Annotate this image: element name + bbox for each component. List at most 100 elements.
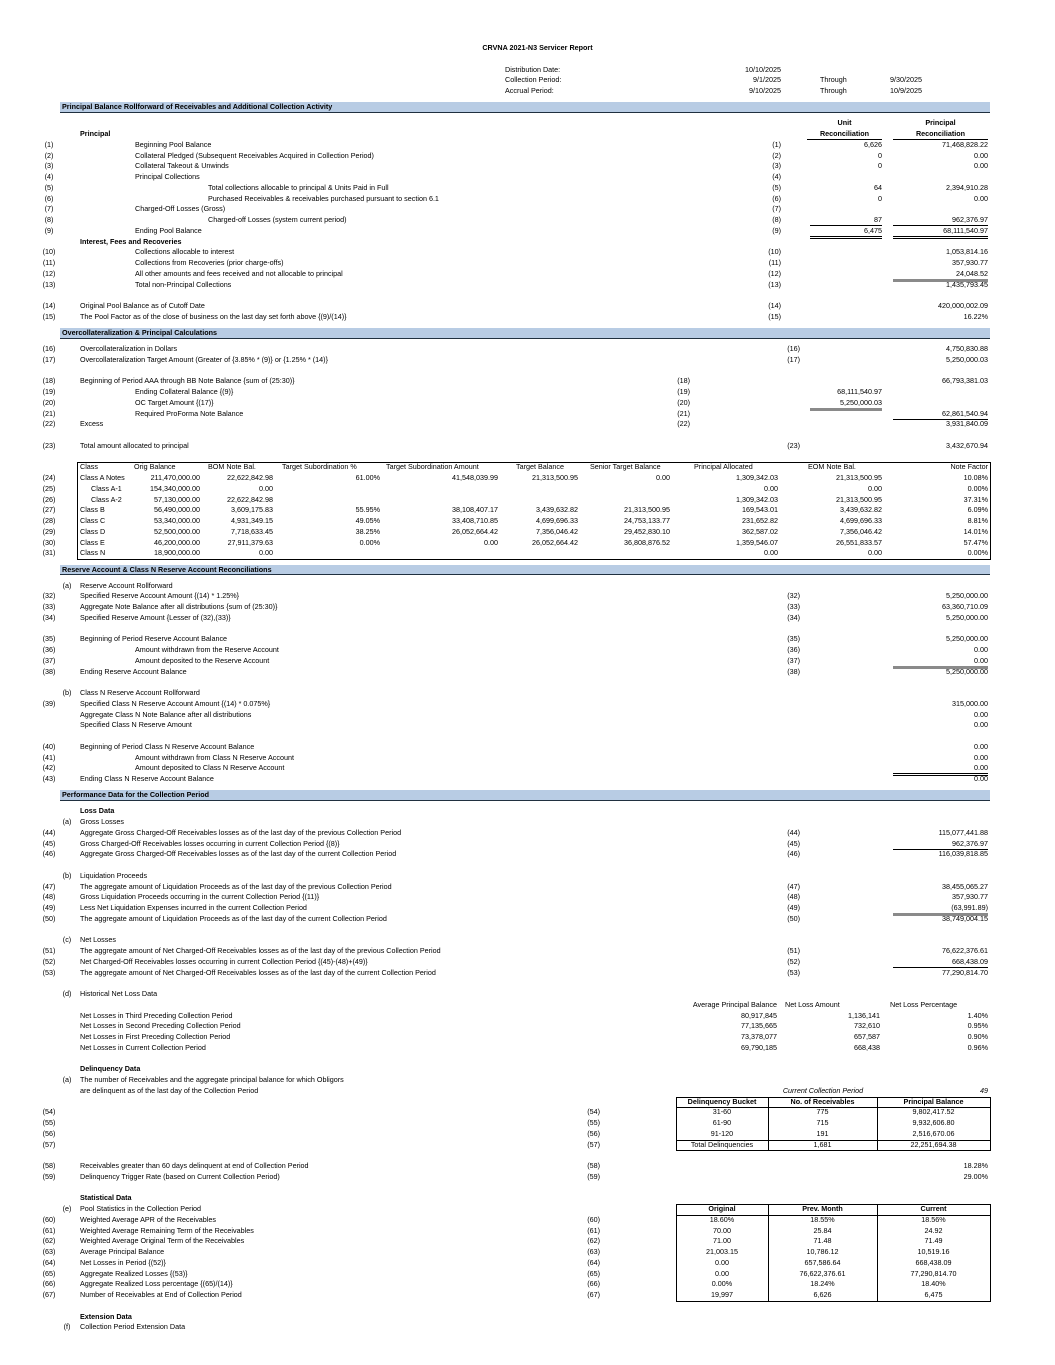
line-number: (15)	[42, 311, 56, 321]
subsection-title: Pool Statistics in the Collection Period	[80, 1204, 202, 1213]
column-divider	[877, 1096, 878, 1151]
previous-month-value: 18.24%	[810, 1279, 835, 1289]
class-cell: 41,548,039.99	[452, 473, 498, 482]
line-number: (54)	[42, 1107, 56, 1117]
line-label: Ending Collateral Balance {(9)}	[135, 387, 234, 396]
section-header-bar: Reserve Account & Class N Reserve Accoun…	[60, 564, 990, 575]
reference-number: (56)	[587, 1128, 600, 1138]
line-number: (24)	[42, 473, 56, 482]
class-cell: 362,587.02	[742, 526, 778, 536]
net-loss-amount: 1,136,141	[848, 1010, 880, 1020]
class-cell: 36,808,876.52	[624, 537, 670, 547]
subsection-heading: (b) Class N Reserve Account Rollforward	[0, 688, 1055, 699]
reference-number: (10)	[768, 247, 781, 257]
line-item: (10) Collections allocable to interest (10…	[0, 247, 1055, 258]
period-line: Collection Period: 9/1/2025 Through 9/30/20…	[0, 75, 1055, 86]
line-number: (28)	[42, 516, 56, 525]
reference-number: (52)	[787, 956, 800, 966]
reference-number: (53)	[787, 967, 800, 977]
line-label: Charged-Off Losses (Gross)	[135, 204, 226, 214]
line-number: (65)	[42, 1268, 56, 1278]
current-value: 18.56%	[921, 1214, 946, 1224]
reference-number: (13)	[768, 279, 781, 289]
class-name: Class N	[80, 548, 106, 558]
amount-value: 77,290,814.70	[942, 967, 988, 977]
group-heading: Delinquency Data	[0, 1064, 1055, 1075]
amount-value: 1,435,793.45	[946, 279, 988, 289]
line-item: (5) Total collections allocable to princi…	[0, 183, 1055, 194]
statistics-row: (67) Number of Receivables at End of Coll…	[0, 1290, 1055, 1301]
line-item: (20) OC Target Amount {(17)} (20) 5,250,000…	[0, 398, 1055, 411]
principal-label: Principal	[80, 129, 111, 138]
statistics-row: (63) Average Principal Balance (63) 21,003.…	[0, 1247, 1055, 1258]
group-heading-label: Delinquency Data	[80, 1064, 141, 1074]
reference-number: (62)	[587, 1236, 600, 1246]
statistics-table-border	[676, 1204, 991, 1302]
class-cell: 4,699,696.33	[536, 516, 578, 525]
subsection-title: Gross Losses	[80, 817, 124, 826]
line-label: Aggregate Class N Note Balance after all…	[80, 709, 252, 719]
line-item: (14) Original Pool Balance as of Cutoff D…	[0, 301, 1055, 312]
statistic-label: Average Principal Balance	[80, 1247, 165, 1256]
reference-number: (16)	[787, 344, 800, 353]
period-label: Net Losses in Second Preceding Collectio…	[80, 1021, 241, 1031]
statistics-row: (65) Aggregate Realized Losses {(53)} (65)…	[0, 1269, 1055, 1280]
class-name: Class B	[80, 505, 105, 515]
description-text: are delinquent as of the last day of the…	[80, 1085, 259, 1095]
historical-row: Net Losses in Current Collection Period 6…	[0, 1043, 1055, 1054]
line-number: (36)	[42, 645, 56, 654]
net-loss-percentage: 0.95%	[967, 1021, 988, 1031]
statistics-header: (e) Pool Statistics in the Collection Per…	[0, 1204, 1055, 1215]
line-number: (45)	[42, 838, 56, 848]
class-cell: 49.05%	[355, 516, 380, 525]
reference-number: (4)	[772, 172, 781, 181]
subsection-letter: (b)	[62, 688, 72, 697]
class-cell: 7,718,633.45	[231, 526, 273, 536]
subsection-title: Liquidation Proceeds	[80, 870, 148, 880]
amount-value: 4,750,830.88	[946, 344, 988, 353]
amount-value: 16.22%	[963, 311, 988, 321]
amount-value: 5,250,000.00	[946, 591, 988, 601]
class-cell: 7,356,046.42	[536, 526, 578, 536]
line-number: (14)	[42, 301, 56, 310]
column-header: Principal Allocated	[694, 462, 753, 472]
delinquency-bucket: 61-90	[712, 1118, 732, 1127]
previous-month-value: 76,622,376.61	[799, 1268, 846, 1278]
unit-value: 64	[874, 182, 882, 192]
class-cell: 0.00%	[359, 537, 380, 547]
reference-number: (47)	[787, 881, 800, 891]
line-item: (2) Collateral Pledged (Subsequent Receiv…	[0, 151, 1055, 162]
column-header: Class	[80, 462, 98, 472]
original-value: 21,003.15	[706, 1247, 738, 1256]
line-number: (23)	[42, 440, 56, 450]
line-item: Specified Class N Reserve Amount 0.00	[0, 720, 1055, 731]
line-label: Collections allocable to interest	[135, 247, 235, 257]
line-item: (1) Beginning Pool Balance (1) 6,626 71,468,…	[0, 140, 1055, 151]
class-table-row: (26) Class A-2 57,130,000.00 22,622,842.98 1…	[0, 495, 1055, 506]
class-name: Class A-2	[91, 494, 122, 504]
line-label: Amount withdrawn from the Reserve Accoun…	[135, 645, 279, 654]
period-start: 10/10/2025	[745, 64, 781, 74]
period-label: Net Losses in Current Collection Period	[80, 1042, 206, 1052]
reference-number: (7)	[772, 204, 781, 214]
reference-number: (38)	[787, 666, 800, 676]
amount-value: 420,000,002.09	[938, 301, 988, 310]
line-item: (35) Beginning of Period Reserve Account …	[0, 634, 1055, 645]
period-end: 9/30/2025	[890, 75, 922, 85]
amount-value: 66,793,381.03	[942, 376, 988, 386]
period-through: Through	[820, 75, 847, 85]
line-label: Collections from Recoveries (prior charg…	[135, 258, 284, 267]
line-label: The aggregate amount of Net Charged-Off …	[80, 946, 441, 955]
line-item: (12) All other amounts and fees received …	[0, 269, 1055, 282]
section-title: Principal Balance Rollforward of Receiva…	[62, 102, 333, 112]
class-cell: 21,313,500.95	[836, 494, 882, 504]
line-number: (47)	[42, 881, 56, 891]
original-value: 18.60%	[709, 1214, 735, 1224]
line-number: (52)	[42, 956, 56, 966]
line-number: (37)	[42, 655, 56, 665]
class-cell: 10.08%	[963, 473, 988, 482]
line-label: Delinquency Trigger Rate (based on Curre…	[80, 1171, 280, 1181]
line-number: (42)	[42, 763, 56, 773]
class-table-row: (24) Class A Notes 211,470,000.00 22,622,84…	[0, 473, 1055, 484]
class-cell: 231,652.82	[742, 516, 778, 525]
